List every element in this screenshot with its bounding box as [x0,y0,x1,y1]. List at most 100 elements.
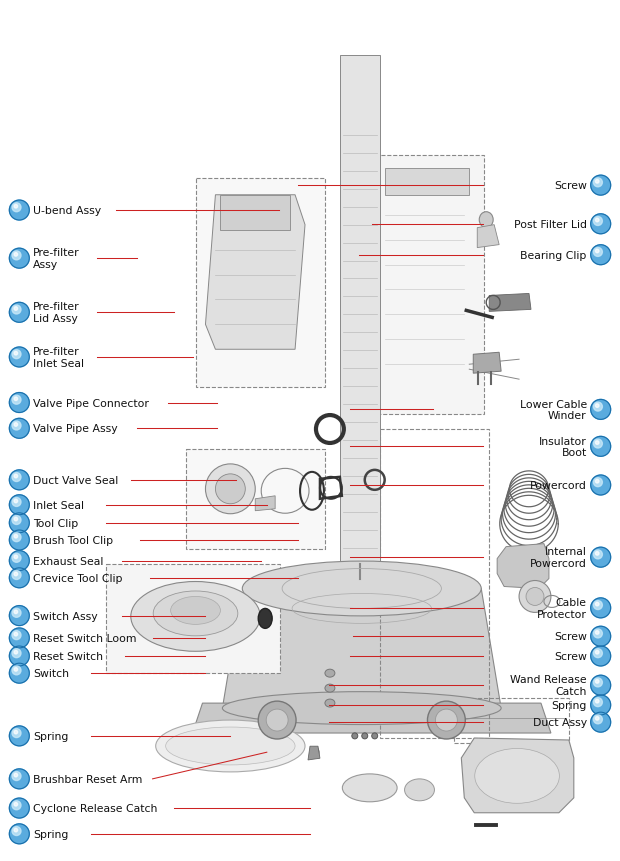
Ellipse shape [166,728,295,765]
Circle shape [591,245,611,265]
Circle shape [593,649,603,658]
Circle shape [12,666,21,675]
Polygon shape [384,169,469,195]
Circle shape [9,303,29,323]
Circle shape [595,219,599,222]
Circle shape [9,769,29,789]
Circle shape [12,631,21,640]
Text: Powercord: Powercord [530,480,587,491]
Ellipse shape [352,733,358,739]
Circle shape [12,827,21,835]
Ellipse shape [325,669,335,678]
Bar [195,178,325,387]
Circle shape [595,480,599,483]
Polygon shape [477,226,499,248]
Polygon shape [223,589,501,709]
Text: Screw: Screw [554,631,587,641]
Text: Duct Valve Seal: Duct Valve Seal [33,475,118,486]
Circle shape [12,422,21,430]
Ellipse shape [153,592,238,636]
Circle shape [9,418,29,439]
Ellipse shape [205,464,255,514]
Text: Switch Assy: Switch Assy [33,611,98,621]
Text: Screw: Screw [554,651,587,661]
Circle shape [14,474,17,479]
Circle shape [14,633,17,636]
Circle shape [595,552,599,555]
Text: Cable
Protector: Cable Protector [537,598,587,619]
Bar [106,564,280,673]
Text: Wand Release
Catch: Wand Release Catch [510,675,587,697]
Circle shape [12,350,21,359]
Ellipse shape [131,582,260,652]
Polygon shape [205,195,305,350]
Circle shape [9,201,29,220]
Circle shape [12,571,21,579]
Circle shape [595,716,599,721]
Circle shape [595,180,599,184]
Ellipse shape [266,709,288,731]
Circle shape [9,470,29,490]
Ellipse shape [519,581,551,613]
Circle shape [595,631,599,635]
Circle shape [9,495,29,515]
Bar [379,430,489,738]
Circle shape [9,726,29,746]
Circle shape [591,598,611,618]
Circle shape [14,668,17,672]
Circle shape [9,568,29,588]
Circle shape [591,712,611,732]
Circle shape [14,517,17,521]
Circle shape [14,398,17,401]
Circle shape [14,802,17,806]
Text: Spring: Spring [551,700,587,710]
Circle shape [12,473,21,482]
Circle shape [14,651,17,654]
Circle shape [593,678,603,687]
Circle shape [591,400,611,420]
Circle shape [595,405,599,408]
Circle shape [9,348,29,368]
Ellipse shape [475,748,559,803]
Polygon shape [255,496,275,511]
Circle shape [591,176,611,195]
Text: Brush Tool Clip: Brush Tool Clip [33,536,113,545]
Ellipse shape [479,213,493,228]
Circle shape [593,715,603,724]
Circle shape [9,530,29,550]
Polygon shape [489,294,531,312]
Ellipse shape [242,561,481,616]
Polygon shape [193,703,551,734]
Text: Reset Switch Loom: Reset Switch Loom [33,633,137,643]
Polygon shape [473,353,501,374]
Circle shape [12,554,21,562]
Circle shape [12,498,21,507]
Text: Duct Assy: Duct Assy [533,717,587,728]
Circle shape [595,250,599,253]
Text: Exhaust Seal: Exhaust Seal [33,556,104,566]
Circle shape [9,629,29,648]
Circle shape [14,555,17,559]
Circle shape [14,573,17,576]
Circle shape [9,606,29,626]
Text: Pre-filter
Lid Assy: Pre-filter Lid Assy [33,302,80,324]
Ellipse shape [405,779,435,801]
Circle shape [593,698,603,707]
Circle shape [593,248,603,257]
Circle shape [593,178,603,188]
Circle shape [12,609,21,617]
Circle shape [12,801,21,810]
Text: Spring: Spring [33,731,69,741]
Circle shape [9,513,29,533]
Ellipse shape [259,702,296,739]
Circle shape [591,437,611,457]
Circle shape [9,798,29,818]
Polygon shape [340,56,379,579]
Text: Post Filter Lid: Post Filter Lid [514,220,587,230]
Bar [185,449,325,549]
Ellipse shape [325,684,335,692]
Text: Tool Clip: Tool Clip [33,518,79,528]
Circle shape [595,441,599,445]
Text: Reset Switch: Reset Switch [33,651,104,661]
Text: Pre-filter
Inlet Seal: Pre-filter Inlet Seal [33,347,84,369]
